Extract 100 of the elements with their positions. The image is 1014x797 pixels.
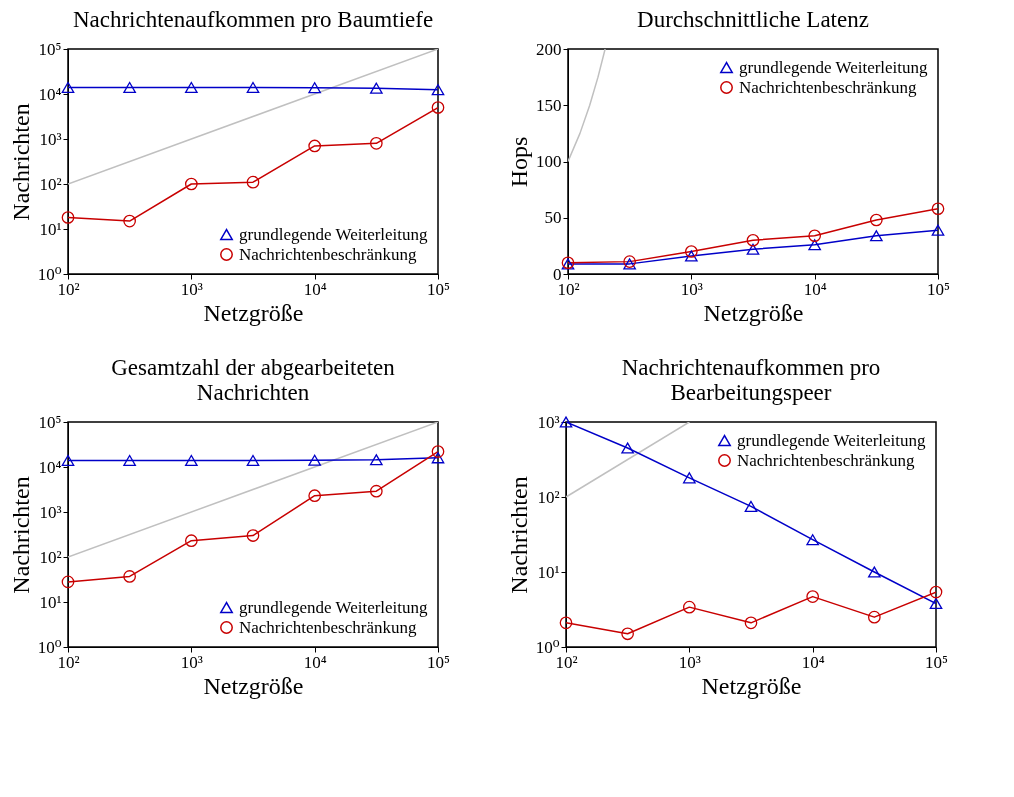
y-tick-label: 10² xyxy=(537,487,560,507)
point xyxy=(246,454,260,467)
point xyxy=(369,137,383,150)
point xyxy=(61,81,75,94)
point xyxy=(806,590,820,603)
point xyxy=(931,202,945,216)
point xyxy=(431,445,445,458)
x-tick-label: 10⁵ xyxy=(927,279,951,299)
point xyxy=(246,81,260,94)
point xyxy=(123,214,136,228)
point xyxy=(123,454,136,467)
x-tick-label: 10⁵ xyxy=(427,279,451,299)
y-tick-label: 10⁵ xyxy=(38,412,62,432)
chart-title: Durchschnittliche Latenz xyxy=(637,7,869,32)
x-axis-title: Netzgröße xyxy=(701,672,802,699)
point xyxy=(682,472,696,484)
y-tick-label: 10² xyxy=(39,174,62,194)
legend-label: Nachrichtenbeschränkung xyxy=(239,617,417,637)
point xyxy=(682,600,696,614)
point xyxy=(621,442,634,454)
x-tick-label: 10³ xyxy=(678,652,701,672)
point xyxy=(684,250,698,262)
point xyxy=(369,82,383,94)
point xyxy=(684,245,698,258)
x-axis-title: Netzgröße xyxy=(203,299,304,326)
point xyxy=(184,454,198,467)
y-tick-label: 10³ xyxy=(537,412,560,432)
chart-title: Nachrichtenaufkommen pro Baumtiefe xyxy=(72,7,434,32)
x-tick-label: 10⁴ xyxy=(801,652,825,672)
point xyxy=(246,529,260,542)
x-tick-label: 10⁵ xyxy=(925,652,949,672)
legend-label: grundlegende Weiterleitung xyxy=(739,57,929,77)
x-tick-label: 10⁴ xyxy=(303,279,327,299)
point xyxy=(308,489,322,503)
point xyxy=(61,454,75,467)
legend-label: Nachrichtenbeschränkung xyxy=(239,244,417,264)
point xyxy=(308,454,322,466)
point xyxy=(744,616,758,630)
legend-label: Nachrichtenbeschränkung xyxy=(737,450,915,470)
y-tick-label: 10⁰ xyxy=(535,637,560,657)
point xyxy=(929,585,943,599)
y-tick-label: 150 xyxy=(536,95,562,115)
point xyxy=(559,416,573,428)
y-axis-title: Nachrichten xyxy=(7,476,34,594)
x-axis-title: Netzgröße xyxy=(703,299,804,326)
x-tick-label: 10⁴ xyxy=(803,279,827,299)
point xyxy=(559,616,573,630)
x-tick-label: 10³ xyxy=(180,652,203,672)
x-tick-label: 10⁴ xyxy=(303,652,327,672)
point xyxy=(123,81,136,94)
point xyxy=(746,233,760,247)
x-tick-label: 10⁵ xyxy=(427,652,451,672)
y-tick-label: 10² xyxy=(39,547,62,567)
point xyxy=(369,454,383,466)
point xyxy=(867,566,881,578)
point xyxy=(369,484,383,498)
legend-label: Nachrichtenbeschränkung xyxy=(739,77,917,97)
point xyxy=(931,224,945,236)
point xyxy=(808,229,822,243)
x-tick-label: 10³ xyxy=(180,279,203,299)
x-tick-label: 10³ xyxy=(680,279,703,299)
y-tick-label: 10⁵ xyxy=(38,39,62,59)
point xyxy=(61,575,75,589)
y-tick-label: 200 xyxy=(536,39,562,59)
chart-title: Gesamtzahl der abgearbeiteten Nachrichten xyxy=(111,355,396,405)
x-axis-title: Netzgröße xyxy=(203,672,304,699)
point xyxy=(123,570,136,583)
legend-label: grundlegende Weiterleitung xyxy=(239,597,429,617)
chart-title: Nachrichtenaufkommen pro Bearbeitungspeer xyxy=(621,355,881,405)
point xyxy=(308,139,322,153)
y-tick-label: 50 xyxy=(544,208,562,228)
point xyxy=(746,243,760,255)
y-axis-title: Hops xyxy=(506,136,532,188)
point xyxy=(806,534,820,546)
point xyxy=(308,82,322,94)
y-tick-label: 10¹ xyxy=(39,592,62,612)
point xyxy=(431,84,445,96)
point xyxy=(929,597,943,610)
y-tick-label: 100 xyxy=(536,152,562,171)
point xyxy=(431,101,445,114)
point xyxy=(808,239,822,251)
legend-label: grundlegende Weiterleitung xyxy=(737,430,927,450)
point xyxy=(867,610,881,624)
point xyxy=(184,534,198,548)
y-tick-label: 10¹ xyxy=(537,562,560,582)
point xyxy=(61,211,75,224)
y-tick-label: 10³ xyxy=(39,502,62,522)
y-tick-label: 10³ xyxy=(39,129,62,149)
point xyxy=(621,627,634,641)
y-axis-title: Nachrichten xyxy=(7,103,34,221)
y-axis-title: Nachrichten xyxy=(505,476,532,594)
y-tick-label: 10⁴ xyxy=(38,457,62,477)
point xyxy=(869,230,883,242)
y-tick-label: 10⁴ xyxy=(38,84,62,104)
point xyxy=(246,175,260,189)
point xyxy=(869,213,883,227)
point xyxy=(184,81,198,94)
point xyxy=(431,452,445,464)
legend-label: grundlegende Weiterleitung xyxy=(239,224,429,244)
y-tick-label: 10¹ xyxy=(39,219,62,239)
